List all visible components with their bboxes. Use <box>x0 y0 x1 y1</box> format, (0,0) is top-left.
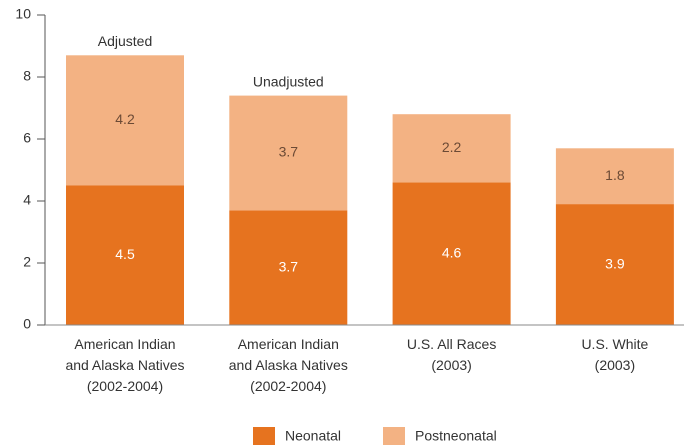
y-tick-label: 4 <box>23 192 31 208</box>
value-label: 4.2 <box>115 111 135 127</box>
bar-segment <box>555 204 674 325</box>
value-label: 2.2 <box>442 139 462 155</box>
bar-segment <box>66 55 184 186</box>
bar-segment <box>555 148 674 205</box>
y-tick-label: 6 <box>23 130 31 146</box>
legend-swatch <box>253 427 275 445</box>
bar-segment <box>229 95 348 211</box>
annotation: Unadjusted <box>253 73 324 89</box>
y-tick-label: 10 <box>15 6 31 22</box>
y-tick-label: 8 <box>23 68 31 84</box>
bar-segment <box>392 114 511 183</box>
x-tick-label: U.S. All Races (2003) <box>407 336 496 373</box>
annotation: Adjusted <box>98 33 152 49</box>
y-tick-label: 2 <box>23 254 31 270</box>
bar-segment <box>392 182 511 325</box>
bar-segment <box>229 210 348 325</box>
value-label: 4.6 <box>442 244 462 260</box>
value-label: 4.5 <box>115 246 135 262</box>
x-tick-label: American Indian and Alaska Natives (2002-2… <box>65 336 184 394</box>
value-label: 1.8 <box>605 167 625 183</box>
legend-label: Postneonatal <box>415 428 497 444</box>
legend-label: Neonatal <box>285 428 341 444</box>
x-tick-label: American Indian and Alaska Natives (2002-2… <box>229 336 348 394</box>
value-label: 3.7 <box>279 144 299 160</box>
bar-segment <box>66 185 184 325</box>
legend-swatch <box>383 427 405 445</box>
y-tick-label: 0 <box>23 316 31 332</box>
value-label: 3.7 <box>279 258 299 274</box>
x-tick-label: U.S. White (2003) <box>581 336 648 373</box>
value-label: 3.9 <box>605 255 625 271</box>
